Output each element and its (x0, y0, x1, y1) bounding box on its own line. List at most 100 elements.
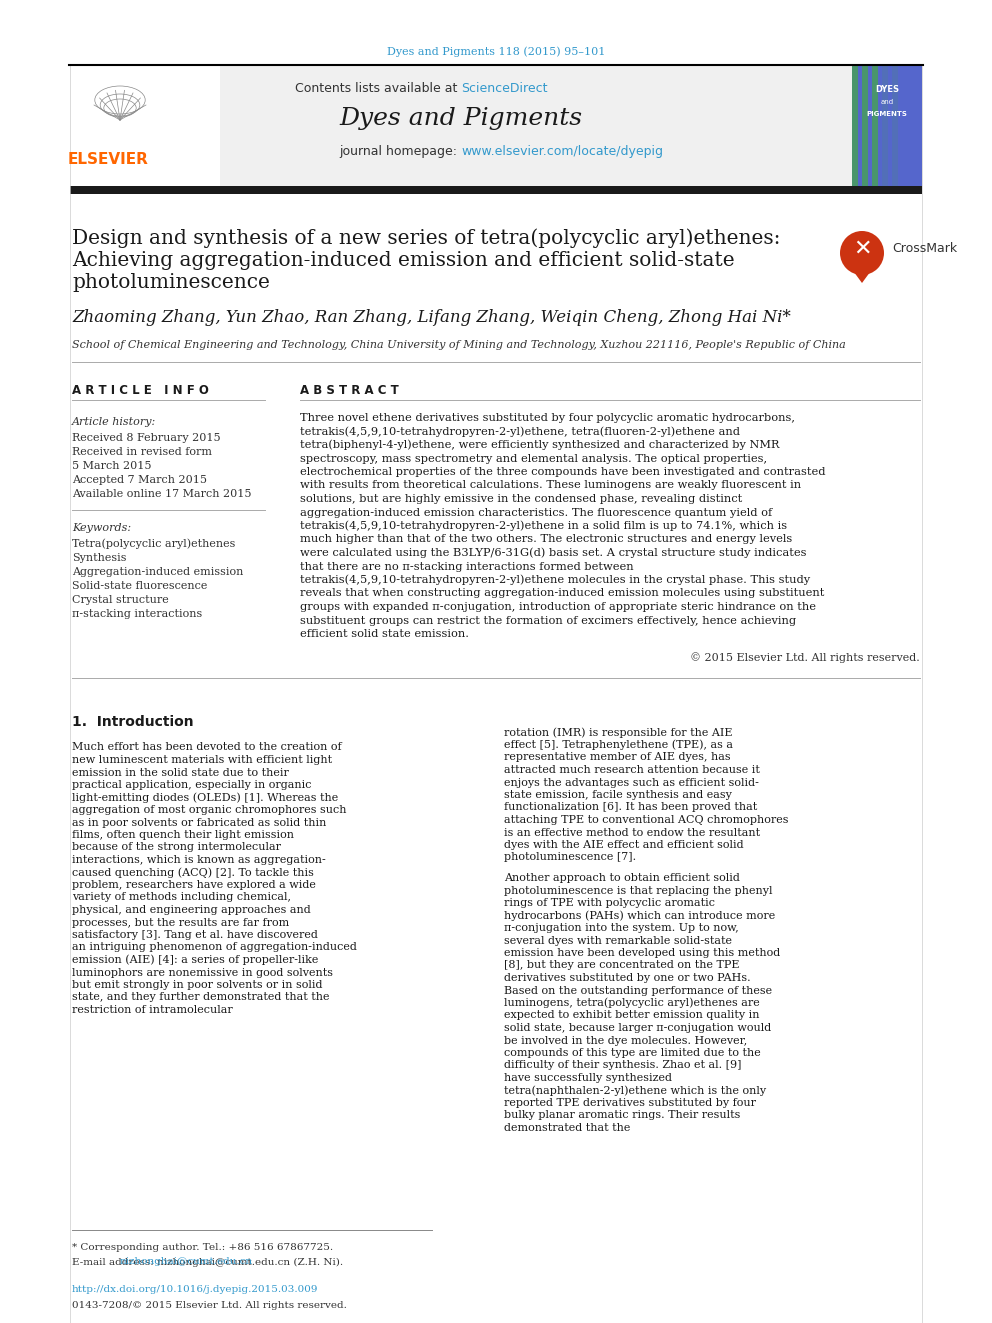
Text: DYES: DYES (875, 86, 899, 94)
Text: representative member of AIE dyes, has: representative member of AIE dyes, has (504, 753, 731, 762)
Text: films, often quench their light emission: films, often quench their light emission (72, 830, 294, 840)
Text: restriction of intramolecular: restriction of intramolecular (72, 1005, 233, 1015)
Text: satisfactory [3]. Tang et al. have discovered: satisfactory [3]. Tang et al. have disco… (72, 930, 317, 941)
Text: 5 March 2015: 5 March 2015 (72, 460, 152, 471)
Text: as in poor solvents or fabricated as solid thin: as in poor solvents or fabricated as sol… (72, 818, 326, 827)
Text: Dyes and Pigments 118 (2015) 95–101: Dyes and Pigments 118 (2015) 95–101 (387, 46, 605, 57)
Text: derivatives substituted by one or two PAHs.: derivatives substituted by one or two PA… (504, 972, 751, 983)
Bar (70, 65, 922, 1323)
Text: Dyes and Pigments: Dyes and Pigments (339, 106, 582, 130)
Text: emission in the solid state due to their: emission in the solid state due to their (72, 767, 289, 778)
Text: caused quenching (ACQ) [2]. To tackle this: caused quenching (ACQ) [2]. To tackle th… (72, 867, 313, 877)
Text: Zhaoming Zhang, Yun Zhao, Ran Zhang, Lifang Zhang, Weiqin Cheng, Zhong Hai Ni*: Zhaoming Zhang, Yun Zhao, Ran Zhang, Lif… (72, 310, 791, 327)
Text: * Corresponding author. Tel.: +86 516 67867725.: * Corresponding author. Tel.: +86 516 67… (72, 1244, 333, 1253)
Text: new luminescent materials with efficient light: new luminescent materials with efficient… (72, 755, 332, 765)
Text: state, and they further demonstrated that the: state, and they further demonstrated tha… (72, 992, 329, 1003)
Text: Another approach to obtain efficient solid: Another approach to obtain efficient sol… (504, 873, 740, 882)
Text: spectroscopy, mass spectrometry and elemental analysis. The optical properties,: spectroscopy, mass spectrometry and elem… (300, 454, 767, 463)
Text: groups with expanded π-conjugation, introduction of appropriate steric hindrance: groups with expanded π-conjugation, intr… (300, 602, 816, 613)
Text: tetrakis(4,5,9,10-tetrahydropyren-2-yl)ethene molecules in the crystal phase. Th: tetrakis(4,5,9,10-tetrahydropyren-2-yl)e… (300, 574, 810, 585)
Text: Article history:: Article history: (72, 417, 157, 427)
Text: luminogens, tetra(polycyclic aryl)ethenes are: luminogens, tetra(polycyclic aryl)ethene… (504, 998, 760, 1008)
Text: difficulty of their synthesis. Zhao et al. [9]: difficulty of their synthesis. Zhao et a… (504, 1061, 741, 1070)
Text: physical, and engineering approaches and: physical, and engineering approaches and (72, 905, 310, 916)
Bar (862, 66, 868, 187)
Text: problem, researchers have explored a wide: problem, researchers have explored a wid… (72, 880, 315, 890)
Text: E-mail address: nizhonghai@cumt.edu.cn (Z.H. Ni).: E-mail address: nizhonghai@cumt.edu.cn (… (72, 1257, 343, 1266)
Text: reveals that when constructing aggregation-induced emission molecules using subs: reveals that when constructing aggregati… (300, 589, 824, 598)
Text: Achieving aggregation-induced emission and efficient solid-state: Achieving aggregation-induced emission a… (72, 250, 735, 270)
Text: Three novel ethene derivatives substituted by four polycyclic aromatic hydrocarb: Three novel ethene derivatives substitut… (300, 413, 795, 423)
Text: solid state, because larger π-conjugation would: solid state, because larger π-conjugatio… (504, 1023, 771, 1033)
Text: several dyes with remarkable solid-state: several dyes with remarkable solid-state (504, 935, 732, 946)
Text: electrochemical properties of the three compounds have been investigated and con: electrochemical properties of the three … (300, 467, 825, 478)
Text: ELSEVIER: ELSEVIER (67, 152, 149, 168)
Text: 1.  Introduction: 1. Introduction (72, 716, 193, 729)
Text: photoluminescence [7].: photoluminescence [7]. (504, 852, 636, 863)
Text: state emission, facile synthesis and easy: state emission, facile synthesis and eas… (504, 790, 732, 800)
Text: π-stacking interactions: π-stacking interactions (72, 609, 202, 619)
Text: and: and (881, 99, 894, 105)
Text: substituent groups can restrict the formation of excimers effectively, hence ach: substituent groups can restrict the form… (300, 615, 797, 626)
Text: aggregation-induced emission characteristics. The fluorescence quantum yield of: aggregation-induced emission characteris… (300, 508, 772, 517)
Text: solutions, but are highly emissive in the condensed phase, revealing distinct: solutions, but are highly emissive in th… (300, 493, 742, 504)
Text: tetra(biphenyl-4-yl)ethene, were efficiently synthesized and characterized by NM: tetra(biphenyl-4-yl)ethene, were efficie… (300, 439, 780, 450)
Text: efficient solid state emission.: efficient solid state emission. (300, 628, 469, 639)
Text: aggregation of most organic chromophores such: aggregation of most organic chromophores… (72, 804, 346, 815)
Text: Much effort has been devoted to the creation of: Much effort has been devoted to the crea… (72, 742, 341, 753)
Text: demonstrated that the: demonstrated that the (504, 1123, 630, 1132)
Bar (70, 66, 922, 187)
Text: Crystal structure: Crystal structure (72, 595, 169, 605)
Text: tetrakis(4,5,9,10-tetrahydropyren-2-yl)ethene, tetra(fluoren-2-yl)ethene and: tetrakis(4,5,9,10-tetrahydropyren-2-yl)e… (300, 426, 740, 437)
Text: luminophors are nonemissive in good solvents: luminophors are nonemissive in good solv… (72, 967, 333, 978)
Circle shape (840, 232, 884, 275)
Text: Accepted 7 March 2015: Accepted 7 March 2015 (72, 475, 207, 486)
Text: © 2015 Elsevier Ltd. All rights reserved.: © 2015 Elsevier Ltd. All rights reserved… (690, 652, 920, 663)
Text: nizhonghai@cumt.edu.cn: nizhonghai@cumt.edu.cn (120, 1257, 253, 1266)
Text: attracted much research attention because it: attracted much research attention becaus… (504, 765, 760, 775)
Text: processes, but the results are far from: processes, but the results are far from (72, 917, 290, 927)
Text: www.elsevier.com/locate/dyepig: www.elsevier.com/locate/dyepig (461, 146, 663, 159)
Text: an intriguing phenomenon of aggregation-induced: an intriguing phenomenon of aggregation-… (72, 942, 357, 953)
Text: much higher than that of the two others. The electronic structures and energy le: much higher than that of the two others.… (300, 534, 793, 545)
Text: A B S T R A C T: A B S T R A C T (300, 384, 399, 397)
Text: Contents lists available at: Contents lists available at (295, 82, 461, 94)
Text: Tetra(polycyclic aryl)ethenes: Tetra(polycyclic aryl)ethenes (72, 538, 235, 549)
Text: http://dx.doi.org/10.1016/j.dyepig.2015.03.009: http://dx.doi.org/10.1016/j.dyepig.2015.… (72, 1286, 318, 1294)
Text: be involved in the dye molecules. However,: be involved in the dye molecules. Howeve… (504, 1036, 747, 1045)
Text: Keywords:: Keywords: (72, 523, 131, 533)
Bar (852, 66, 922, 187)
Bar (892, 66, 898, 187)
Text: attaching TPE to conventional ACQ chromophores: attaching TPE to conventional ACQ chromo… (504, 815, 789, 826)
Bar (882, 66, 922, 187)
Text: tetra(naphthalen-2-yl)ethene which is the only: tetra(naphthalen-2-yl)ethene which is th… (504, 1085, 766, 1095)
Text: rotation (IMR) is responsible for the AIE: rotation (IMR) is responsible for the AI… (504, 728, 732, 738)
Text: π-conjugation into the system. Up to now,: π-conjugation into the system. Up to now… (504, 923, 739, 933)
Text: were calculated using the B3LYP/6-31G(d) basis set. A crystal structure study in: were calculated using the B3LYP/6-31G(d)… (300, 548, 806, 558)
Text: emission (AIE) [4]: a series of propeller-like: emission (AIE) [4]: a series of propelle… (72, 955, 318, 966)
Text: Based on the outstanding performance of these: Based on the outstanding performance of … (504, 986, 772, 995)
Text: compounds of this type are limited due to the: compounds of this type are limited due t… (504, 1048, 761, 1058)
Text: but emit strongly in poor solvents or in solid: but emit strongly in poor solvents or in… (72, 980, 322, 990)
Text: journal homepage:: journal homepage: (339, 146, 461, 159)
Text: variety of methods including chemical,: variety of methods including chemical, (72, 893, 291, 902)
Text: Received in revised form: Received in revised form (72, 447, 212, 456)
Text: Synthesis: Synthesis (72, 553, 127, 564)
Text: A R T I C L E   I N F O: A R T I C L E I N F O (72, 384, 209, 397)
Text: hydrocarbons (PAHs) which can introduce more: hydrocarbons (PAHs) which can introduce … (504, 910, 776, 921)
Text: is an effective method to endow the resultant: is an effective method to endow the resu… (504, 827, 760, 837)
Text: 0143-7208/© 2015 Elsevier Ltd. All rights reserved.: 0143-7208/© 2015 Elsevier Ltd. All right… (72, 1302, 347, 1311)
Text: light-emitting diodes (OLEDs) [1]. Whereas the: light-emitting diodes (OLEDs) [1]. Where… (72, 792, 338, 803)
Text: emission have been developed using this method: emission have been developed using this … (504, 949, 781, 958)
Text: [8], but they are concentrated on the TPE: [8], but they are concentrated on the TP… (504, 960, 739, 971)
Text: Received 8 February 2015: Received 8 February 2015 (72, 433, 220, 443)
Text: dyes with the AIE effect and efficient solid: dyes with the AIE effect and efficient s… (504, 840, 744, 849)
Text: ScienceDirect: ScienceDirect (461, 82, 548, 94)
Text: CrossMark: CrossMark (892, 242, 957, 255)
Text: photoluminescence is that replacing the phenyl: photoluminescence is that replacing the … (504, 885, 773, 896)
Text: School of Chemical Engineering and Technology, China University of Mining and Te: School of Chemical Engineering and Techn… (72, 340, 846, 351)
Text: interactions, which is known as aggregation-: interactions, which is known as aggregat… (72, 855, 325, 865)
Bar (882, 66, 888, 187)
Text: Aggregation-induced emission: Aggregation-induced emission (72, 568, 243, 577)
Text: with results from theoretical calculations. These luminogens are weakly fluoresc: with results from theoretical calculatio… (300, 480, 802, 491)
